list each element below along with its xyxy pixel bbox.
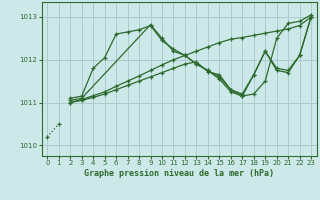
X-axis label: Graphe pression niveau de la mer (hPa): Graphe pression niveau de la mer (hPa): [84, 169, 274, 178]
